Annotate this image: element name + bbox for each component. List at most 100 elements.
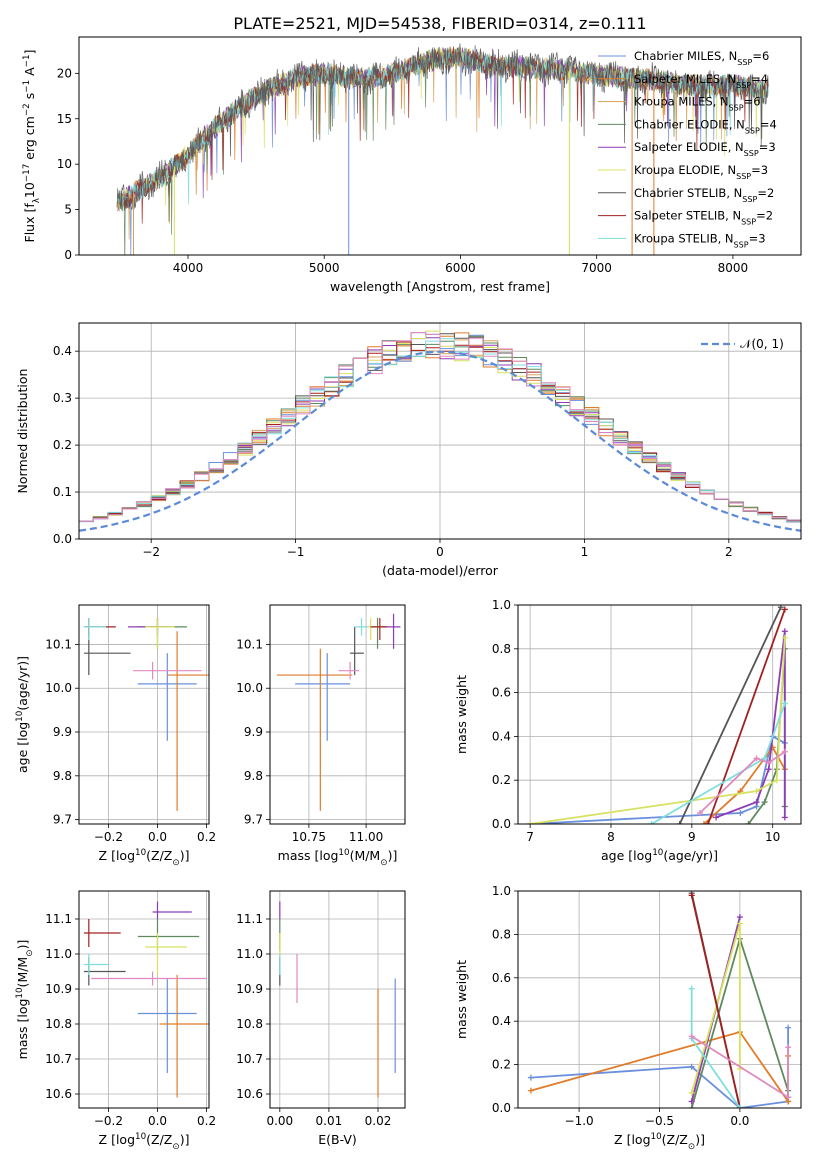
x-tick-label: 11.00 [349,830,383,844]
y-tick-label: 0.3 [53,391,72,405]
y-axis-label: mass weight [454,675,469,754]
label-fragment: age [log [15,722,30,773]
label-fragment: 10 [135,848,146,858]
y-tick-label: 0.0 [492,1101,511,1115]
errorbar-point [159,975,209,1098]
y-tick-label: 9.7 [53,813,72,827]
label-fragment: Salpeter MILES, N [634,72,736,86]
x-axis-label: Z [log10(Z/Z⊙)] [99,848,190,868]
errorbar-point [354,618,369,636]
label-fragment: E(B-V) [318,1132,357,1147]
mass_vs_Z-panel: −0.2 0.0 0.2 10.6 10.7 10.8 10.9 11.0 11.1 Z [log… [15,890,216,1152]
label-fragment: s [22,93,37,104]
x-tick-label: 0 [436,545,444,559]
label-fragment: 10 [22,182,37,198]
massweight_vs_Z-panel: −1.0 −0.5 0.0 0.0 0.2 0.4 0.6 0.8 1.0 Z [log10(Z/… [454,884,802,1152]
y-tick-label: 10.8 [45,1017,72,1031]
label-fragment: 10 [338,848,349,858]
spectrum-panel: 4000 5000 6000 7000 8000 0 5 10 15 20 wavelength [… [22,36,802,294]
weight-line [707,609,786,824]
label-fragment: (Z/Z [146,1132,172,1147]
label-fragment: SSP [741,217,756,226]
label-fragment: SSP [729,103,744,112]
y-tick-label: 0.2 [492,773,511,787]
label-fragment: (age/yr)] [15,656,30,711]
errorbar-point [83,954,109,975]
label-fragment: =6 [744,95,761,109]
errorbar-point [382,613,401,649]
label-fragment: ⊙ [25,949,35,956]
y-tick-label: 10.9 [236,982,263,996]
label-fragment: wavelength [Angstrom, rest frame] [330,279,550,294]
label-fragment: Kroupa ELODIE, N [634,163,736,177]
x-tick-label: 7000 [581,261,612,275]
weight-line [650,703,786,824]
errorbar-point [359,618,383,641]
x-tick-label: 0.01 [316,1114,343,1128]
x-tick-label: 0.2 [197,1114,216,1128]
label-fragment: A [22,67,37,80]
legend-label: Salpeter ELODIE, NSSP=3 [634,140,776,158]
y-tick-label: 0.4 [492,1014,511,1028]
errorbar-point [370,618,387,641]
label-fragment: 10 [135,1132,146,1142]
massweight_vs_age-plot [527,605,788,824]
histogram-plot [79,330,801,532]
errorbar-point [167,631,209,811]
x-tick-label: 9 [688,830,696,844]
axes-frame [517,604,802,825]
axes-frame [78,36,802,256]
label-fragment: 10 [652,848,663,858]
x-tick-label: 0.0 [730,1114,749,1128]
errorbar-point [83,919,121,947]
label-fragment: mass weight [454,675,469,754]
errorbar-point [137,919,200,951]
y-tick-label: 9.9 [244,725,263,739]
y-tick-label: 0.4 [492,729,511,743]
y-tick-label: 1.0 [492,598,511,612]
y-tick-label: 11.1 [236,912,263,926]
y-axis-label: Flux [fλ10−17 erg cm−2 s−1 A−1] [22,50,42,243]
y-tick-label: 10.0 [236,681,263,695]
y-tick-label: 0.6 [492,971,511,985]
errorbar-point [350,626,364,676]
spectrum-line [116,43,769,211]
x-tick-label: 0.0 [148,830,167,844]
y-tick-label: 0 [64,248,72,262]
label-fragment: Flux [f [22,203,37,243]
x-axis-label: mass [log10(M/M⊙)] [278,848,398,868]
axes-frame [78,322,802,540]
label-fragment: λ [32,198,42,203]
y-tick-label: 20 [57,66,72,80]
label-fragment: (data-model)/error [382,563,499,578]
y-tick-label: 15 [57,112,72,126]
legend-label: Chabrier STELIB, NSSP=2 [634,186,774,204]
label-fragment: (Z/Z [146,848,172,863]
legend-label: Salpeter STELIB, NSSP=2 [634,209,773,227]
y-tick-label: 11.0 [236,947,263,961]
label-fragment: =6 [752,49,769,63]
legend-label: Chabrier MILES, NSSP=6 [634,49,769,67]
age_vs_mass-plot [276,613,401,811]
x-axis-label: wavelength [Angstrom, rest frame] [330,279,550,294]
label-fragment: Kroupa MILES, N [634,95,729,109]
x-tick-label: 2 [725,545,733,559]
label-fragment: mass weight [454,960,469,1039]
x-tick-label: −0.2 [94,1114,123,1128]
y-tick-label: 10.6 [45,1087,72,1101]
y-tick-label: 10.7 [45,1052,72,1066]
legend-label: Chabrier ELODIE, NSSP=4 [634,117,777,135]
label-fragment: Chabrier ELODIE, N [634,117,745,131]
label-fragment: ⊙ [172,1142,179,1152]
label-fragment: (age/yr)] [663,848,718,863]
label-fragment: −1 [22,80,32,93]
label-fragment: Z [log [99,848,135,863]
y-tick-label: 10.1 [236,637,263,651]
label-fragment: =4 [751,72,768,86]
y-tick-label: 0.2 [53,438,72,452]
legend-label: Kroupa ELODIE, NSSP=3 [634,163,768,181]
label-fragment: 10 [15,711,25,722]
label-fragment: −2 [22,103,32,116]
